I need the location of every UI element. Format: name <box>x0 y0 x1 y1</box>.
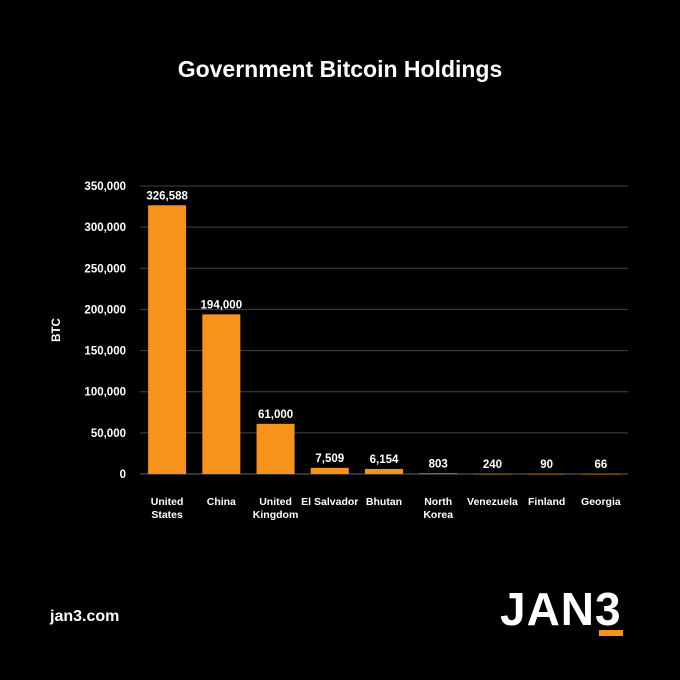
bar <box>256 423 295 474</box>
y-tick-label: 150,000 <box>84 346 126 358</box>
value-label: 7,509 <box>315 453 344 465</box>
x-tick-label: United States <box>151 496 184 521</box>
y-tick-label: 200,000 <box>84 304 126 316</box>
y-tick-label: 100,000 <box>84 387 126 399</box>
jan3-logo: JAN 3 <box>500 582 624 636</box>
logo-text: JAN <box>500 583 596 635</box>
bar <box>365 468 403 474</box>
x-tick-label: North Korea <box>423 496 453 521</box>
y-axis-label: BTC <box>51 318 63 342</box>
value-label: 240 <box>483 459 502 471</box>
value-label: 66 <box>594 459 607 471</box>
logo-three: 3 <box>595 583 624 636</box>
bar <box>202 314 241 474</box>
value-label: 6,154 <box>370 454 399 466</box>
x-tick-label: El Salvador <box>301 496 358 508</box>
value-label: 326,588 <box>146 190 188 202</box>
value-label: 90 <box>540 459 553 471</box>
y-tick-label: 0 <box>120 469 126 481</box>
logo-accent-bar <box>599 630 624 636</box>
y-tick-label: 350,000 <box>84 181 126 193</box>
value-label: 803 <box>429 458 448 470</box>
logo-three-glyph: 3 <box>595 583 621 635</box>
bar <box>473 473 512 475</box>
value-label: 61,000 <box>258 409 293 421</box>
y-tick-label: 300,000 <box>84 222 126 234</box>
bar <box>148 205 187 475</box>
y-tick-label: 250,000 <box>84 263 126 275</box>
bar <box>581 473 620 475</box>
value-label: 194,000 <box>201 299 243 311</box>
x-tick-label: China <box>207 496 236 508</box>
x-tick-label: Venezuela <box>467 496 518 508</box>
y-tick-label: 50,000 <box>91 428 126 440</box>
x-tick-label: Finland <box>528 496 565 508</box>
x-tick-label: Georgia <box>581 496 621 508</box>
footer-url[interactable]: jan3.com <box>50 608 120 625</box>
x-tick-label: United Kingdom <box>253 496 299 521</box>
bar <box>527 473 566 475</box>
bar <box>310 467 349 474</box>
bar <box>419 473 458 474</box>
x-tick-label: Bhutan <box>366 496 402 508</box>
chart-title: Government Bitcoin Holdings <box>177 56 503 82</box>
